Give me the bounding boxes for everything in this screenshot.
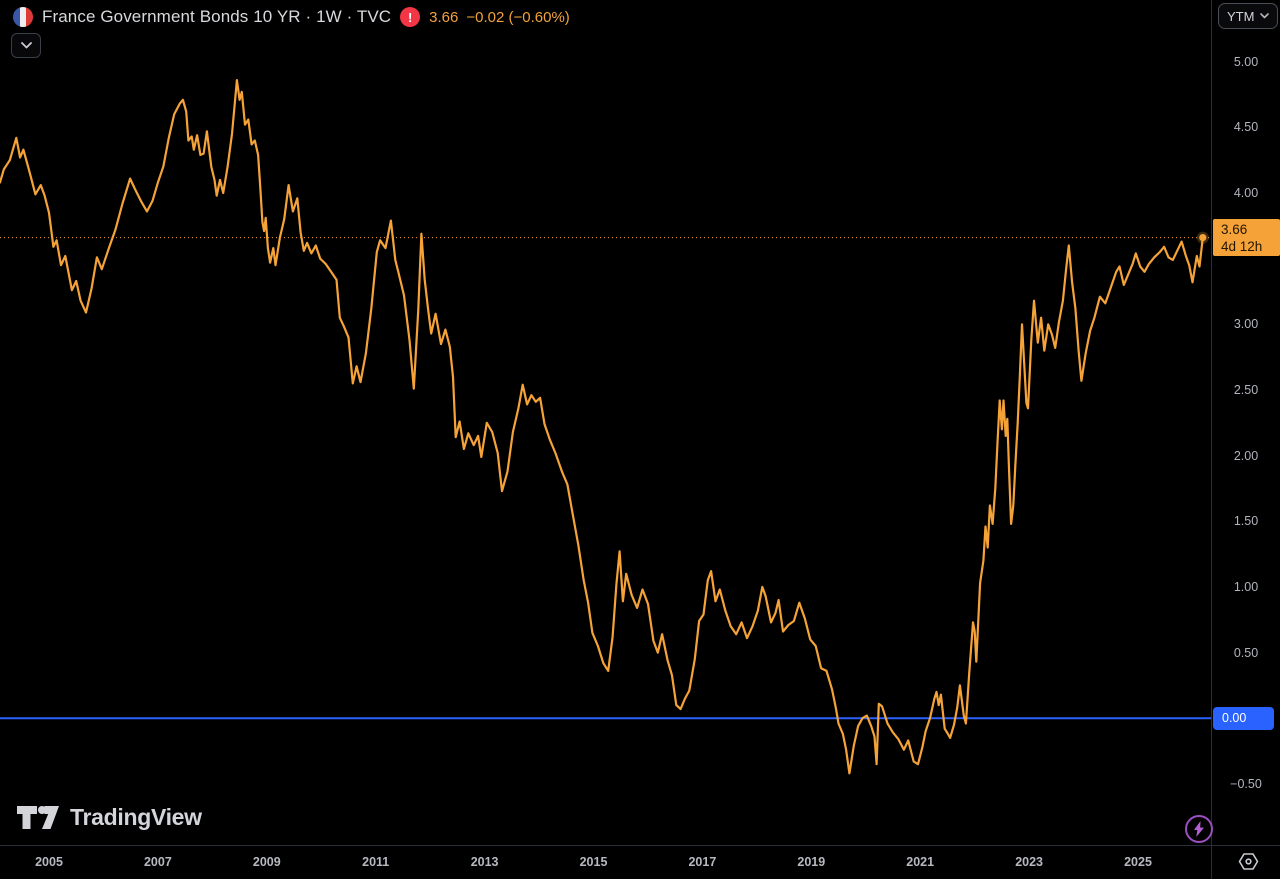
price-tick-label: 1.50: [1233, 514, 1259, 529]
alert-badge-icon[interactable]: !: [400, 7, 421, 27]
last-price-axis-badge: 3.66 4d 12h: [1213, 219, 1280, 257]
time-tick-label: 2015: [579, 855, 608, 869]
time-tick-label: 2023: [1015, 855, 1043, 869]
last-point-dot: [1199, 234, 1207, 242]
badge-countdown: 4d 12h: [1221, 239, 1263, 255]
price-tick-label: 2.00: [1233, 448, 1259, 463]
france-flag-icon: [13, 7, 33, 27]
price-axis[interactable]: YTM 3.66 4d 12h 0.00 5.00 4.50 4.00 3.00 2.5…: [1211, 0, 1280, 845]
badge-price: 3.66: [1221, 222, 1248, 238]
price-change-value: −0.02 (−0.60%): [466, 8, 570, 26]
time-tick-label: 2007: [143, 855, 172, 869]
price-tick-label: 0.50: [1233, 645, 1259, 660]
tradingview-logo-icon: [17, 806, 59, 829]
time-axis[interactable]: 2005 2007 2009 2011 2013 2015 2017 2019 2021 2023…: [0, 845, 1280, 879]
tradingview-watermark: TradingView: [16, 801, 202, 834]
zero-badge-label: 0.00: [1222, 711, 1247, 726]
legend-collapse-button[interactable]: [11, 33, 41, 58]
price-tick-label: 4.50: [1233, 120, 1259, 135]
time-tick-label: 2009: [252, 855, 281, 869]
watermark-text: TradingView: [70, 804, 202, 830]
time-tick-label: 2017: [688, 855, 717, 869]
last-price-value: 3.66: [429, 8, 459, 26]
time-tick-label: 2019: [797, 855, 826, 869]
unit-selector-button[interactable]: YTM: [1218, 3, 1278, 29]
chevron-down-icon: [20, 42, 32, 49]
settings-hex-icon: [1238, 853, 1258, 870]
price-tick-label: 5.00: [1233, 54, 1259, 69]
price-chart-canvas[interactable]: [0, 0, 1212, 845]
price-tick-label: 3.00: [1233, 317, 1259, 332]
unit-selector-label: YTM: [1227, 8, 1255, 24]
chart-settings-button[interactable]: [1235, 850, 1261, 873]
yield-series-line: [0, 78, 1204, 775]
time-tick-label: 2011: [362, 855, 390, 869]
price-tick-label: −0.50: [1230, 776, 1262, 791]
lightning-bolt-icon: [1194, 821, 1204, 837]
symbol-header: France Government Bonds 10 YR · 1W · TVC…: [13, 7, 570, 27]
zero-line-axis-badge: 0.00: [1213, 706, 1274, 730]
time-tick-label: 2021: [906, 855, 935, 869]
time-tick-label: 2005: [35, 855, 63, 869]
quick-actions-button[interactable]: [1185, 815, 1213, 843]
price-tick-label: 2.50: [1233, 383, 1259, 397]
price-tick-label: 4.00: [1233, 186, 1259, 200]
quote-values: 3.66 −0.02 (−0.60%): [429, 9, 570, 26]
time-tick-label: 2025: [1124, 855, 1152, 869]
price-tick-label: 1.00: [1233, 579, 1259, 594]
symbol-title[interactable]: France Government Bonds 10 YR · 1W · TVC: [42, 7, 392, 26]
chevron-down-icon: [1260, 13, 1269, 19]
axis-corner-separator: [1211, 846, 1212, 879]
time-tick-label: 2013: [470, 855, 499, 869]
